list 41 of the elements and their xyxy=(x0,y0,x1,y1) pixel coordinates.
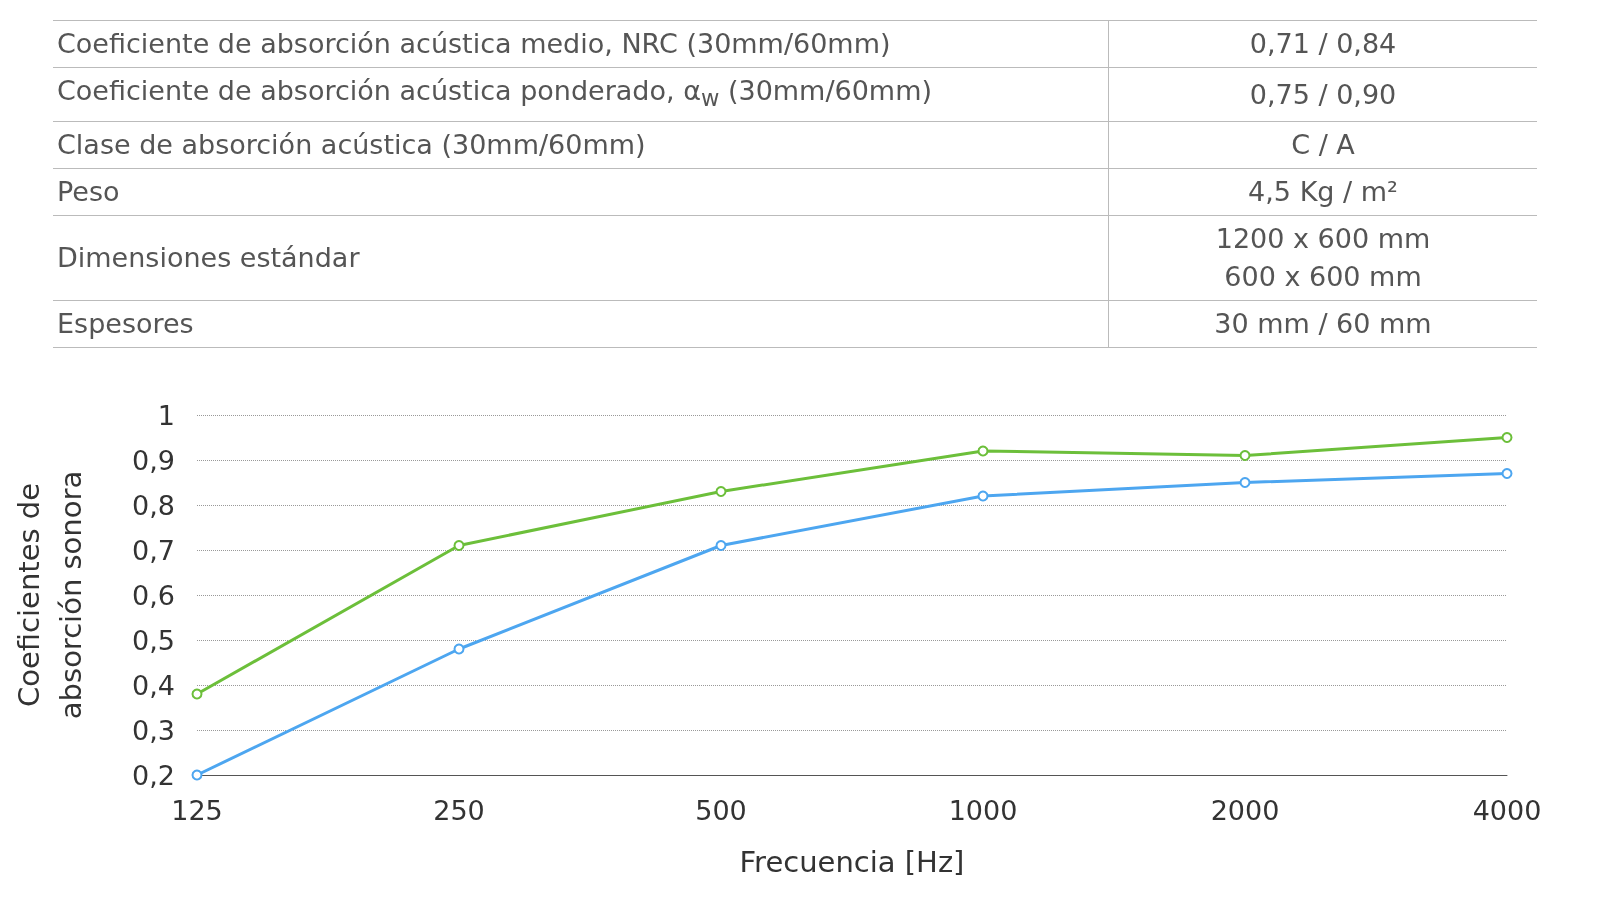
x-tick-label: 250 xyxy=(433,795,485,826)
point xyxy=(453,540,465,551)
y-tick-label: 0,6 xyxy=(132,579,175,611)
x-tick-label: 1000 xyxy=(948,795,1018,826)
y-tick-label: 0,3 xyxy=(132,714,175,746)
point xyxy=(191,688,203,700)
y-tick-label: 0,8 xyxy=(132,489,175,521)
y-tick-label: 1 xyxy=(157,399,175,431)
x-tick-label: 125 xyxy=(171,795,223,826)
y-tick-label: 0,2 xyxy=(132,759,175,791)
text: 0,75 / 0,90 xyxy=(1108,67,1537,122)
text: 0,71 / 0,84 xyxy=(1108,20,1537,68)
text: 30 mm / 60 mm xyxy=(1108,300,1537,348)
text: Espesores xyxy=(53,300,1109,348)
point xyxy=(191,769,203,781)
y-tick-label: 0,9 xyxy=(132,444,175,476)
point xyxy=(977,490,989,502)
point xyxy=(1501,468,1513,479)
point xyxy=(977,445,989,457)
text: C / A xyxy=(1108,121,1537,169)
point xyxy=(715,486,727,497)
text: 1200 x 600 mm 600 x 600 mm xyxy=(1108,215,1537,301)
text: Clase de absorción acústica (30mm/60mm) xyxy=(53,121,1109,169)
point xyxy=(1239,477,1251,488)
y-tick-label: 0,4 xyxy=(132,669,175,701)
text: Coeficiente de absorción acústica medio, NRC (30mm/60mm) xyxy=(53,20,1109,68)
y-tick-label: 0,7 xyxy=(132,534,175,566)
text: Peso xyxy=(53,168,1109,216)
y-tick-label: 0,5 xyxy=(132,624,175,656)
x-tick-label: 4000 xyxy=(1472,795,1542,826)
y-axis-title: Coeficientes de absorción sonora xyxy=(12,470,88,720)
point xyxy=(1239,450,1251,461)
x-tick-label: 2000 xyxy=(1210,795,1280,826)
x-tick-label: 500 xyxy=(695,795,747,826)
point xyxy=(453,643,465,655)
x-axis-title: Frecuencia [Hz] xyxy=(739,844,965,879)
point xyxy=(1501,432,1513,443)
point xyxy=(715,540,727,551)
text: Coeficiente de absorción acústica ponderado, α$_{w}$ (30mm/60mm) xyxy=(53,67,1109,122)
text: Dimensiones estándar xyxy=(53,215,1109,301)
text: 4,5 Kg / m² xyxy=(1108,168,1537,216)
